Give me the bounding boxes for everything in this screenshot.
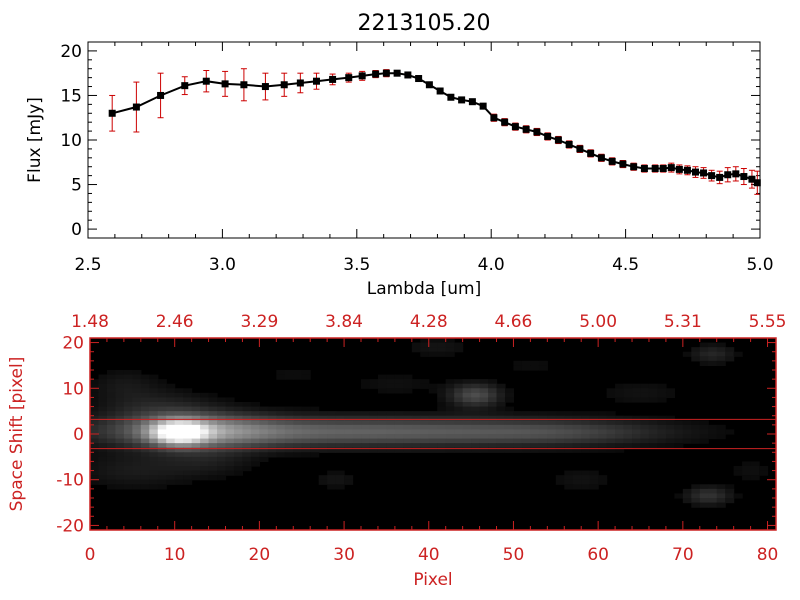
image-frame — [89, 337, 777, 531]
data-point — [221, 80, 229, 88]
data-point — [597, 154, 605, 162]
data-point — [132, 103, 140, 111]
top-tick-label: 1.48 — [71, 312, 109, 332]
top-tick-label: 3.29 — [240, 312, 278, 332]
image-pixels — [90, 338, 769, 508]
data-point — [587, 149, 595, 157]
data-point — [468, 98, 476, 106]
data-point — [511, 123, 519, 131]
data-point — [700, 169, 708, 177]
x-tick-label: 20 — [249, 545, 271, 565]
data-point — [358, 72, 366, 80]
x-tick-label: 2.5 — [74, 255, 101, 275]
data-point — [501, 118, 509, 126]
data-point — [108, 109, 116, 117]
x-tick-label: 30 — [333, 545, 355, 565]
data-point — [490, 114, 498, 122]
data-point — [708, 172, 716, 180]
x-tick-label: 50 — [503, 545, 525, 565]
y-tick-label: 0 — [73, 425, 84, 445]
top-tick-label: 2.46 — [156, 312, 194, 332]
data-point — [458, 96, 466, 104]
data-point — [157, 91, 165, 99]
flux-plot: 2.5 3.0 3.5 4.0 4.5 5.0 0 5 10 15 20 Lambda [um] Flu… — [25, 41, 774, 299]
data-point — [724, 171, 732, 179]
data-point — [565, 140, 573, 148]
top-tick-label: 5.00 — [579, 312, 617, 332]
top-tick-label: 5.55 — [749, 312, 787, 332]
x-tick-label: 4.5 — [612, 255, 639, 275]
y-tick-label: 10 — [60, 131, 82, 151]
data-point — [683, 166, 691, 174]
top-tick-label: 4.28 — [410, 312, 448, 332]
top-tick-label: 4.66 — [495, 312, 533, 332]
x-tick-label: 3.5 — [343, 255, 370, 275]
x-tick-label: 60 — [587, 545, 609, 565]
data-point — [345, 74, 353, 82]
y-tick-label: 20 — [62, 334, 84, 354]
data-point — [753, 179, 761, 187]
data-point — [382, 69, 390, 77]
data-point — [280, 81, 288, 89]
data-point — [329, 75, 337, 83]
data-point — [748, 175, 756, 183]
data-point — [691, 168, 699, 176]
plot-frame — [87, 41, 761, 239]
data-point — [261, 83, 269, 91]
data-point — [240, 81, 248, 89]
data-point — [202, 77, 210, 85]
x-tick-label: 3.0 — [209, 255, 236, 275]
x-tick-label: 0 — [85, 545, 96, 565]
data-point — [393, 69, 401, 77]
y-tick-label: -10 — [56, 471, 84, 491]
data-point — [533, 128, 541, 136]
data-point — [667, 164, 675, 172]
y-tick-label: 5 — [71, 176, 82, 196]
data-point — [296, 79, 304, 87]
x-tick-label: 70 — [672, 545, 694, 565]
data-point — [447, 93, 455, 101]
x-tick-label: 4.0 — [478, 255, 505, 275]
x-tick-label: 80 — [757, 545, 779, 565]
data-point — [608, 157, 616, 165]
y-tick-label: 15 — [60, 86, 82, 106]
data-point — [675, 165, 683, 173]
data-point — [415, 75, 423, 83]
data-point — [436, 87, 444, 95]
data-point — [640, 165, 648, 173]
data-point — [576, 145, 584, 153]
data-point — [404, 71, 412, 79]
data-point — [732, 170, 740, 178]
spatial-profile-image: 0 10 20 30 40 50 60 70 80 1.48 2.46 3.29 3.84 4.28 4.6… — [7, 312, 786, 590]
x-axis-label: Pixel — [413, 570, 452, 590]
y-tick-label: 10 — [62, 379, 84, 399]
data-point — [619, 160, 627, 168]
data-point — [312, 77, 320, 85]
data-point — [740, 173, 748, 181]
y-axis-label: Space Shift [pixel] — [7, 357, 27, 512]
data-point — [554, 136, 562, 144]
x-axis-label: Lambda [um] — [367, 279, 481, 299]
y-axis-label: Flux [mJy] — [25, 97, 45, 183]
top-tick-label: 5.31 — [664, 312, 702, 332]
data-point — [181, 82, 189, 90]
y-tick-label: -20 — [56, 516, 84, 536]
top-tick-label: 3.84 — [325, 312, 363, 332]
data-point — [372, 70, 380, 78]
data-point — [651, 165, 659, 173]
x-tick-label: 10 — [164, 545, 186, 565]
data-point — [522, 125, 530, 133]
y-tick-label: 0 — [71, 220, 82, 240]
data-point — [630, 163, 638, 171]
figure-title: 2213105.20 — [358, 11, 491, 36]
x-tick-label: 40 — [418, 545, 440, 565]
data-point — [544, 132, 552, 140]
x-tick-label: 5.0 — [746, 255, 773, 275]
y-tick-label: 20 — [60, 42, 82, 62]
data-point — [716, 173, 724, 181]
data-point — [425, 81, 433, 89]
data-point — [479, 102, 487, 110]
data-point — [659, 165, 667, 173]
